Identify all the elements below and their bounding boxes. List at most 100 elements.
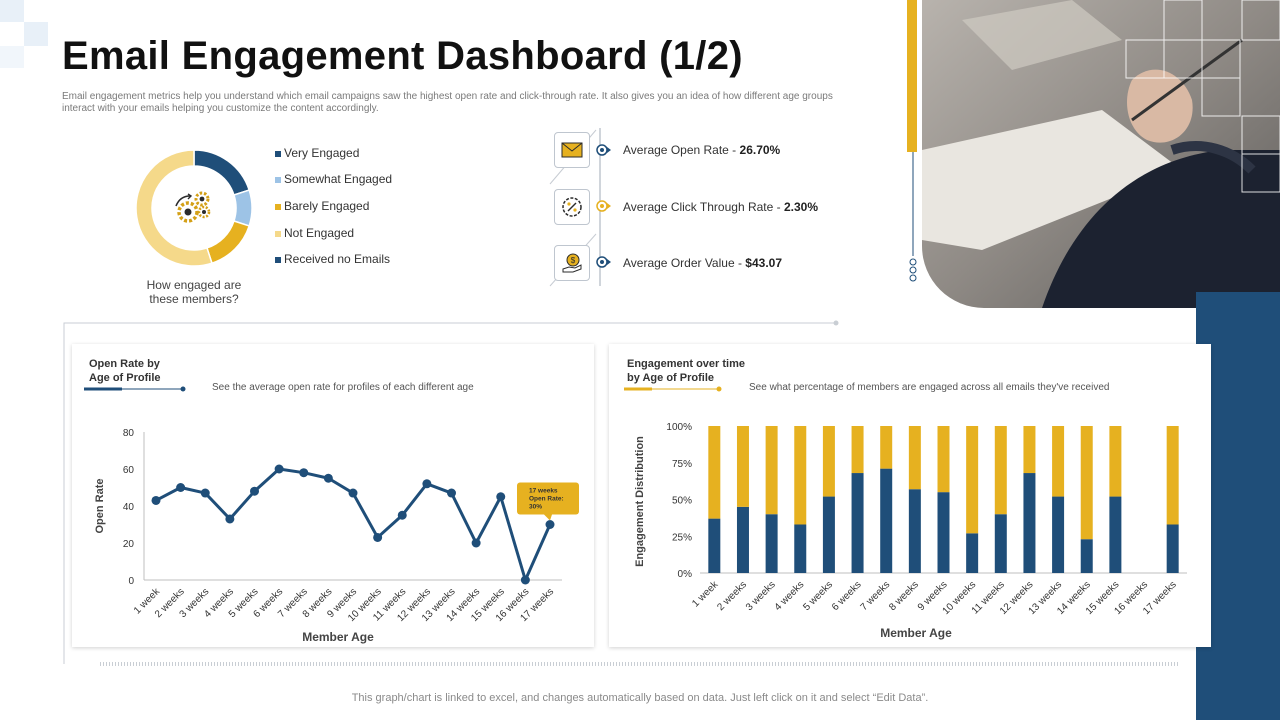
- donut-caption: How engaged are these members?: [146, 278, 242, 306]
- bar-segment: [1080, 539, 1093, 573]
- data-point: [200, 488, 210, 498]
- engagement-title-line1: Engagement over time: [627, 358, 745, 370]
- x-tick-label: 5 weeks: [801, 579, 835, 613]
- bar-segment: [708, 426, 721, 519]
- page-subtitle: Email engagement metrics help you unders…: [62, 91, 833, 114]
- metric-icon-box: $: [554, 245, 590, 281]
- data-point: [323, 473, 333, 483]
- bar-segment: [794, 426, 807, 525]
- legend-label: Received no Emails: [284, 252, 391, 266]
- data-point: [545, 520, 555, 529]
- decor-square: [0, 0, 24, 22]
- legend-not-engaged: Not Engaged: [275, 226, 354, 240]
- bar-segment: [765, 426, 778, 515]
- open-rate-panel: [72, 344, 594, 647]
- gold-accent-bar: [907, 0, 917, 152]
- legend-barely-engaged: Barely Engaged: [275, 199, 369, 213]
- data-point: [176, 483, 186, 492]
- legend-swatch: [275, 256, 281, 263]
- bar-segment: [994, 514, 1007, 573]
- bar-segment: [1109, 496, 1122, 573]
- engagement-donut: [135, 149, 253, 267]
- money-hand-icon: $: [562, 253, 582, 273]
- bar-segment: [1052, 426, 1065, 497]
- y-tick-label: 60: [123, 465, 135, 476]
- callout-text: 30%: [529, 504, 542, 511]
- x-tick-label: 4 weeks: [773, 579, 807, 613]
- y-tick-label: 0: [128, 576, 134, 587]
- x-axis-title: Member Age: [302, 630, 374, 644]
- data-point: [225, 514, 235, 524]
- bar-segment: [736, 506, 749, 573]
- open-rate-title-line1: Open Rate by: [89, 358, 160, 370]
- bar-segment: [1166, 426, 1179, 525]
- bar-segment: [1109, 426, 1122, 497]
- data-point: [447, 488, 456, 498]
- bar-segment: [736, 426, 749, 507]
- bar-segment: [1080, 426, 1093, 540]
- metric-icon-box: [554, 132, 590, 168]
- legend-swatch: [275, 176, 281, 183]
- open-rate-title: Open Rate by Age of Profile: [89, 357, 161, 385]
- metric-open-rate: Average Open Rate - 26.70%: [623, 143, 780, 157]
- data-point: [299, 468, 309, 478]
- bar-segment: [937, 492, 950, 573]
- metric-order-value: Average Order Value - $43.07: [623, 256, 782, 270]
- y-tick-label: 20: [123, 539, 135, 550]
- y-tick-label: 50%: [672, 496, 692, 507]
- engagement-description: See what percentage of members are engag…: [749, 382, 1110, 393]
- x-tick-label: 3 weeks: [744, 579, 778, 613]
- bar-segment: [994, 426, 1007, 515]
- metric-value: 2.30%: [783, 200, 818, 214]
- engagement-underline: [624, 386, 722, 392]
- y-tick-label: 100%: [666, 422, 692, 433]
- decor-square: [0, 46, 24, 68]
- bar-segment: [966, 533, 979, 573]
- bar-segment: [937, 426, 950, 493]
- legend-swatch: [275, 203, 281, 210]
- legend-label: Somewhat Engaged: [284, 172, 393, 186]
- data-point: [250, 486, 259, 496]
- office-photo: [922, 0, 1280, 308]
- y-tick-label: 75%: [672, 459, 692, 470]
- y-axis-title: Open Rate: [94, 478, 106, 533]
- metric-label: Average Click Through Rate -: [623, 200, 784, 214]
- bar-segment: [1023, 426, 1036, 474]
- bar-segment: [822, 496, 835, 573]
- callout-box: [517, 482, 579, 515]
- x-tick-label: 6 weeks: [830, 579, 864, 613]
- bar-segment: [1052, 496, 1065, 573]
- y-tick-label: 25%: [672, 532, 692, 543]
- y-tick-label: 80: [123, 428, 135, 439]
- bar-segment: [908, 426, 921, 490]
- data-point: [274, 464, 284, 474]
- open-rate-description: See the average open rate for profiles o…: [212, 382, 474, 393]
- bar-segment: [851, 426, 864, 474]
- open-rate-underline: [84, 386, 186, 392]
- metric-value: $43.07: [745, 256, 782, 270]
- bar-segment: [880, 426, 893, 469]
- x-tick-label: 8 weeks: [887, 579, 921, 613]
- page-title: Email Engagement Dashboard (1/2): [62, 34, 743, 78]
- legend-somewhat-engaged: Somewhat Engaged: [275, 172, 392, 186]
- data-point: [471, 538, 481, 548]
- y-tick-label: 40: [123, 502, 135, 513]
- envelope-icon: [561, 142, 583, 158]
- engagement-title: Engagement over time by Age of Profile: [627, 357, 745, 385]
- data-point: [373, 532, 383, 542]
- metric-icon-box: [554, 189, 590, 225]
- metric-value: 26.70%: [739, 143, 781, 157]
- bar-segment: [794, 524, 807, 573]
- legend-swatch: [275, 150, 281, 157]
- bar-segment: [822, 426, 835, 497]
- x-axis-title: Member Age: [880, 626, 952, 640]
- legend-very-engaged: Very Engaged: [275, 146, 359, 160]
- legend-swatch: [275, 230, 281, 237]
- x-tick-label: 7 weeks: [859, 579, 893, 613]
- bar-segment: [908, 489, 921, 573]
- y-axis-title: Engagement Distribution: [634, 436, 646, 567]
- bar-segment: [1166, 524, 1179, 573]
- bar-segment: [708, 518, 721, 573]
